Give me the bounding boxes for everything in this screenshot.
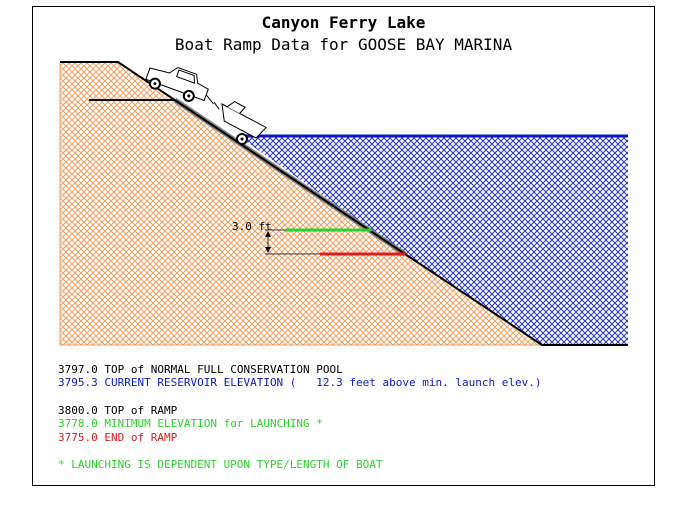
ramp-end-label: END of RAMP (104, 431, 178, 444)
pool-elevation-value: 3797.0 (58, 363, 98, 376)
current-elevation-label: CURRENT RESERVOIR ELEVATION ( 12.3 feet … (104, 376, 542, 389)
dimension-arrow-down (265, 247, 271, 253)
current-elevation-line: 3795.3 CURRENT RESERVOIR ELEVATION ( 12.… (58, 376, 541, 390)
page-title: Canyon Ferry Lake (261, 13, 426, 32)
min-launch-value: 3778.0 (58, 417, 98, 430)
trailer-wheel-icon (236, 133, 248, 145)
pool-elevation-label: TOP of NORMAL FULL CONSERVATION POOL (104, 363, 343, 376)
pool-elevation-line: 3797.0 TOP of NORMAL FULL CONSERVATION P… (58, 363, 343, 377)
ramp-end-line: 3775.0 END of RAMP (58, 431, 177, 445)
dimension-arrow-up (265, 231, 271, 237)
ramp-top-line: 3800.0 TOP of RAMP (58, 404, 177, 418)
launch-footnote: * LAUNCHING IS DEPENDENT UPON TYPE/LENGT… (58, 458, 383, 471)
min-launch-label: MINIMUM ELEVATION for LAUNCHING * (104, 417, 323, 430)
min-launch-line: 3778.0 MINIMUM ELEVATION for LAUNCHING * (58, 417, 323, 431)
water-body (238, 136, 628, 345)
ramp-top-label: TOP of RAMP (104, 404, 178, 417)
current-elevation-value: 3795.3 (58, 376, 98, 389)
ramp-top-value: 3800.0 (58, 404, 98, 417)
page-subtitle: Boat Ramp Data for GOOSE BAY MARINA (174, 35, 513, 54)
boat-icon (213, 101, 267, 139)
truck-icon (145, 66, 214, 105)
depth-label: 3.0 ft (232, 220, 272, 233)
ramp-end-value: 3775.0 (58, 431, 98, 444)
